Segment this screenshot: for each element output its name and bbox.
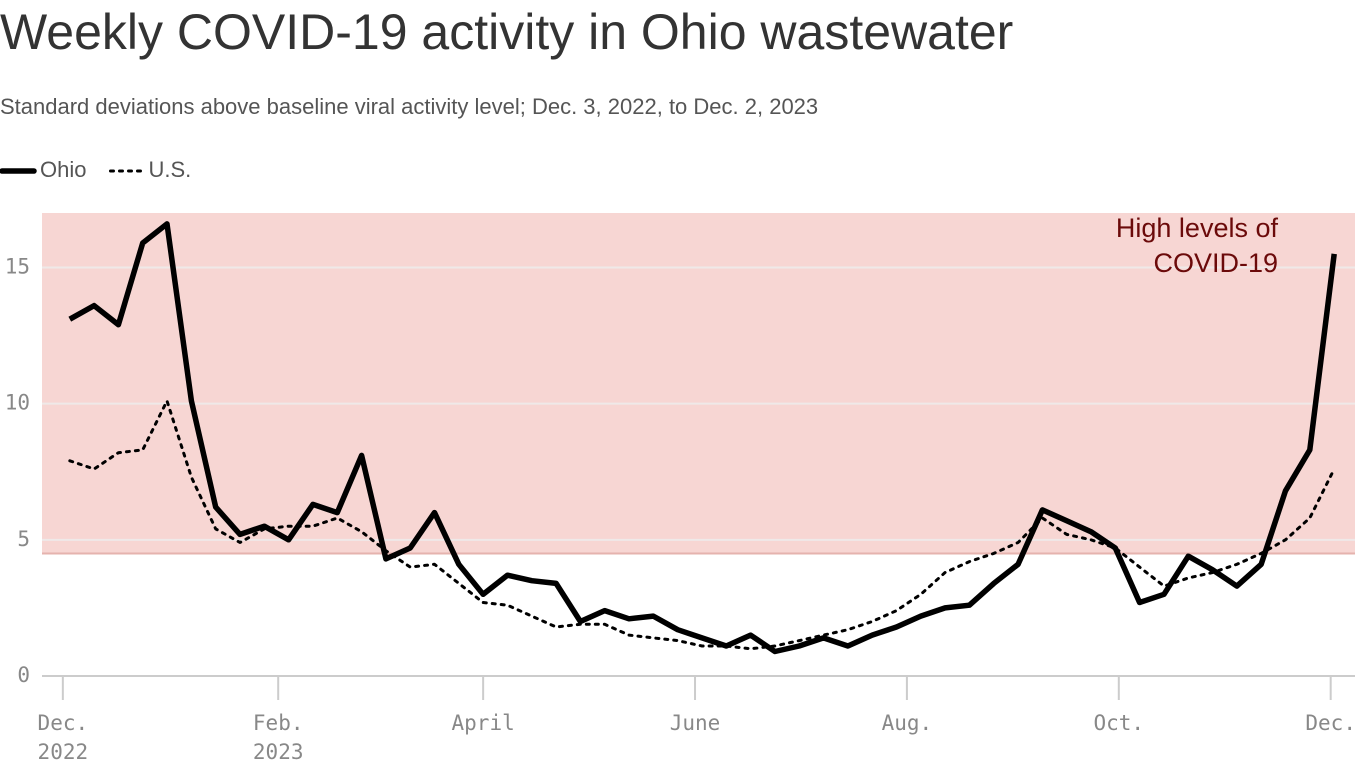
series-line [68, 221, 1337, 655]
x-tick-label: Feb. 2023 [253, 711, 304, 764]
annotation: COVID-19 [1153, 248, 1278, 278]
y-tick-label: 0 [17, 663, 30, 687]
high-level-band [42, 213, 1355, 554]
x-tick-label: Dec. 2022 [38, 711, 89, 764]
chart-title: Weekly COVID-19 activity in Ohio wastewa… [0, 4, 1013, 60]
legend-label: U.S. [148, 157, 191, 182]
y-tick-label: 15 [5, 254, 30, 278]
x-tick-label: June [670, 711, 721, 735]
y-tick-label: 10 [5, 391, 30, 415]
annotation: High levels of [1116, 213, 1279, 243]
legend-label: Ohio [40, 157, 86, 182]
x-tick-label: Oct. [1094, 711, 1145, 735]
x-tick-label: Aug. [882, 711, 933, 735]
chart-subtitle: Standard deviations above baseline viral… [0, 94, 818, 119]
y-tick-label: 5 [17, 527, 30, 551]
x-tick-label: Dec. [1305, 711, 1356, 735]
series-line [68, 399, 1336, 651]
x-tick-label: April [452, 711, 515, 735]
